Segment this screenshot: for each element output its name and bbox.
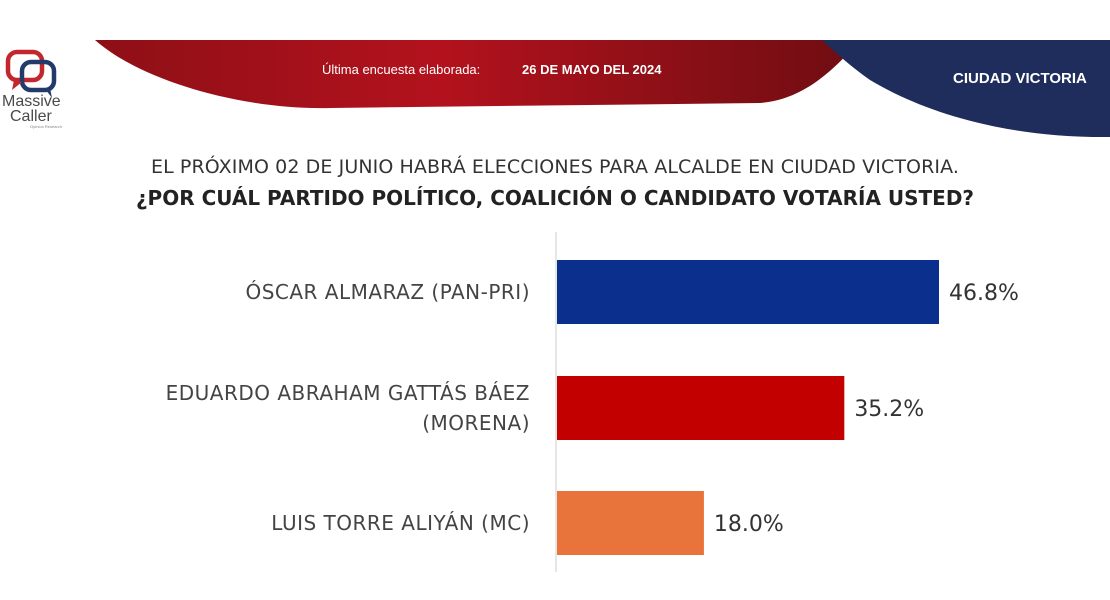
logo-text-massive: Massive: [2, 93, 61, 110]
header-banner: [95, 40, 1110, 138]
banner-red-shape: [95, 40, 860, 109]
survey-date: 26 DE MAYO DEL 2024: [522, 62, 662, 77]
city-label: CIUDAD VICTORIA: [953, 70, 1087, 87]
survey-label: Última encuesta elaborada:: [322, 62, 481, 77]
category-label-3: LUIS TORRE ALIYÁN (MC): [271, 511, 530, 535]
question-line-1: EL PRÓXIMO 02 DE JUNIO HABRÁ ELECCIONES …: [151, 156, 959, 178]
value-label-1: 46.8%: [949, 281, 1019, 306]
value-label-2: 35.2%: [854, 397, 924, 422]
logo-tagline: Opinion Research: [30, 124, 63, 129]
category-label-2-line-2: (MORENA): [422, 411, 530, 435]
bar-1: [557, 260, 939, 324]
category-label-1: ÓSCAR ALMARAZ (PAN-PRI): [245, 280, 530, 304]
massive-caller-logo-icon: [5, 49, 57, 98]
bar-3: [557, 491, 704, 555]
category-label-2-line-1: EDUARDO ABRAHAM GATTÁS BÁEZ: [166, 381, 530, 405]
value-label-3: 18.0%: [714, 512, 784, 537]
logo-text-caller: Caller: [10, 108, 52, 125]
question-line-2: ¿POR CUÁL PARTIDO POLÍTICO, COALICIÓN O …: [135, 186, 975, 210]
bar-2: [557, 376, 845, 440]
banner-navy-shape: [822, 40, 1110, 138]
